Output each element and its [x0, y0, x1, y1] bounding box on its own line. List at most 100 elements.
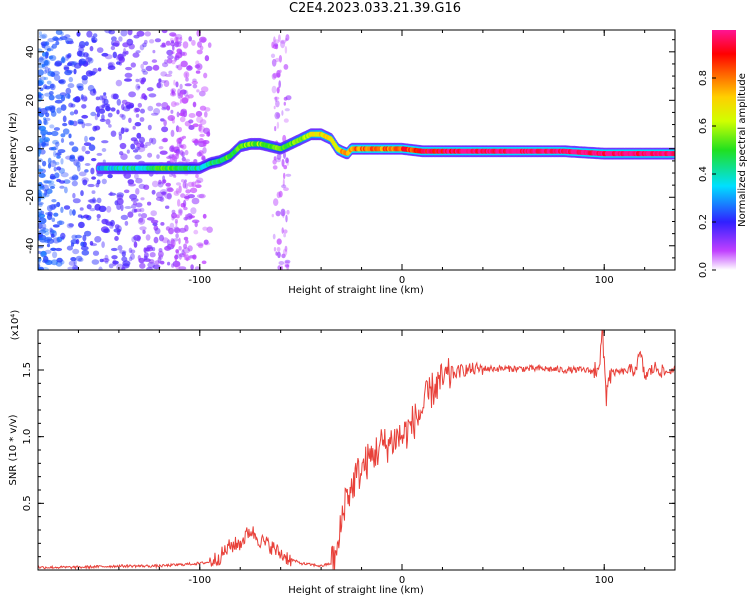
noise-cell: [115, 79, 123, 87]
noise-cell: [281, 227, 284, 234]
noise-cell: [122, 42, 129, 48]
noise-cell: [162, 62, 169, 68]
noise-cell: [49, 83, 55, 89]
noise-cell: [171, 59, 176, 65]
noise-cell: [276, 238, 282, 245]
noise-cell: [144, 39, 148, 45]
noise-cell: [152, 64, 160, 71]
noise-cell: [55, 30, 63, 35]
noise-cell: [149, 252, 156, 258]
noise-cell: [135, 50, 141, 54]
noise-cell: [202, 140, 210, 145]
noise-cell: [191, 197, 200, 205]
noise-cell: [160, 222, 165, 226]
noise-cell: [94, 236, 102, 243]
noise-cell: [47, 180, 55, 185]
noise-cell: [96, 47, 104, 53]
noise-cell: [275, 210, 281, 217]
noise-cell: [284, 264, 290, 268]
noise-cell: [121, 114, 126, 120]
noise-cell: [48, 183, 56, 188]
noise-cell: [44, 66, 49, 74]
noise-cell: [143, 95, 148, 101]
noise-cell: [131, 204, 137, 209]
noise-cell: [276, 112, 281, 119]
noise-cell: [46, 188, 53, 194]
noise-cell: [41, 133, 46, 141]
noise-cell: [60, 133, 66, 138]
noise-cell: [206, 226, 213, 233]
noise-cell: [81, 249, 90, 256]
noise-cell: [60, 57, 66, 64]
noise-cell: [282, 178, 285, 187]
noise-cell: [89, 208, 96, 212]
noise-cell: [201, 155, 206, 161]
noise-cell: [88, 71, 97, 75]
noise-cell: [174, 227, 181, 234]
noise-cell: [142, 42, 147, 48]
noise-cell: [72, 61, 78, 65]
noise-cell: [50, 247, 57, 251]
noise-cell: [183, 252, 187, 259]
noise-cell: [52, 36, 59, 41]
noise-cell: [50, 110, 57, 117]
noise-cell: [173, 79, 176, 86]
noise-cell: [274, 39, 280, 44]
noise-cell: [78, 41, 86, 48]
noise-cell: [127, 211, 134, 218]
noise-cell: [90, 167, 95, 175]
noise-cell: [179, 37, 183, 41]
noise-cell: [96, 152, 103, 156]
noise-cell: [46, 48, 52, 52]
noise-cell: [201, 260, 207, 265]
noise-cell: [92, 125, 98, 132]
noise-cell: [181, 156, 186, 162]
noise-cell: [167, 115, 176, 121]
noise-cell: [169, 157, 176, 163]
noise-cell: [180, 60, 188, 68]
noise-cell: [181, 179, 185, 183]
noise-cell: [44, 41, 50, 46]
spectrogram-x-tick-label: -100: [188, 275, 211, 286]
snr-x-axis-label: Height of straight line (km): [288, 585, 424, 596]
noise-cell: [107, 112, 113, 118]
noise-cell: [275, 251, 278, 256]
noise-cell: [50, 233, 55, 238]
noise-cell: [49, 227, 53, 233]
noise-cell: [184, 196, 190, 199]
noise-cell: [101, 140, 109, 144]
noise-cell: [184, 83, 192, 87]
noise-cell: [192, 101, 197, 108]
noise-cell: [77, 214, 83, 218]
noise-cell: [283, 233, 286, 238]
noise-cell: [66, 245, 73, 251]
noise-cell: [101, 52, 109, 57]
noise-cell: [120, 30, 128, 37]
noise-cell: [68, 76, 74, 83]
noise-cell: [62, 122, 68, 127]
noise-cell: [116, 61, 121, 65]
noise-cell: [160, 71, 168, 77]
noise-cell: [167, 55, 174, 60]
noise-cell: [83, 142, 92, 147]
noise-cell: [78, 58, 87, 65]
noise-cell: [60, 138, 65, 143]
noise-cell: [110, 130, 117, 137]
noise-cell: [103, 98, 109, 105]
noise-cell: [150, 112, 159, 116]
noise-cell: [112, 93, 119, 100]
noise-cell: [60, 158, 64, 165]
noise-cell: [51, 43, 58, 49]
noise-cell: [283, 187, 289, 192]
noise-cell: [199, 36, 207, 43]
noise-cell: [185, 239, 189, 244]
noise-cell: [145, 65, 153, 72]
noise-cell: [81, 114, 89, 119]
noise-cell: [71, 146, 79, 153]
noise-cell: [278, 190, 283, 198]
noise-cell: [52, 224, 60, 228]
noise-cell: [70, 242, 75, 247]
noise-cell: [148, 259, 155, 264]
noise-cell: [284, 259, 291, 264]
noise-cell: [196, 151, 202, 157]
